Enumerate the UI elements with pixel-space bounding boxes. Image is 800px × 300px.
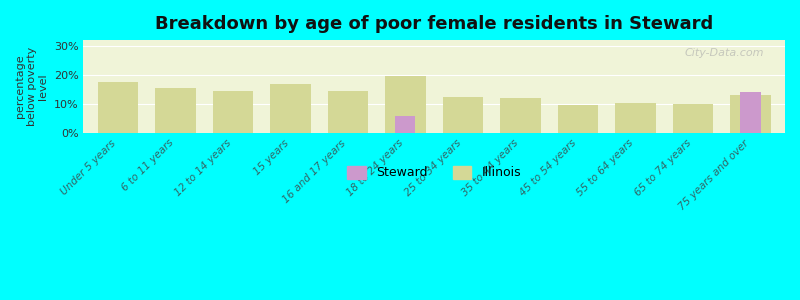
- Bar: [615, 103, 656, 133]
- Bar: [741, 92, 761, 133]
- Bar: [395, 116, 415, 133]
- Bar: [98, 82, 138, 133]
- Bar: [270, 84, 310, 133]
- Bar: [558, 105, 598, 133]
- Bar: [673, 104, 713, 133]
- Bar: [730, 95, 770, 133]
- Bar: [386, 76, 426, 133]
- Title: Breakdown by age of poor female residents in Steward: Breakdown by age of poor female resident…: [155, 15, 714, 33]
- Bar: [443, 97, 483, 133]
- Bar: [213, 91, 253, 133]
- Bar: [155, 88, 195, 133]
- Y-axis label: percentage
below poverty
level: percentage below poverty level: [15, 47, 48, 126]
- Legend: Steward, Illinois: Steward, Illinois: [342, 161, 526, 184]
- Text: City-Data.com: City-Data.com: [685, 47, 764, 58]
- Bar: [328, 91, 368, 133]
- Bar: [500, 98, 541, 133]
